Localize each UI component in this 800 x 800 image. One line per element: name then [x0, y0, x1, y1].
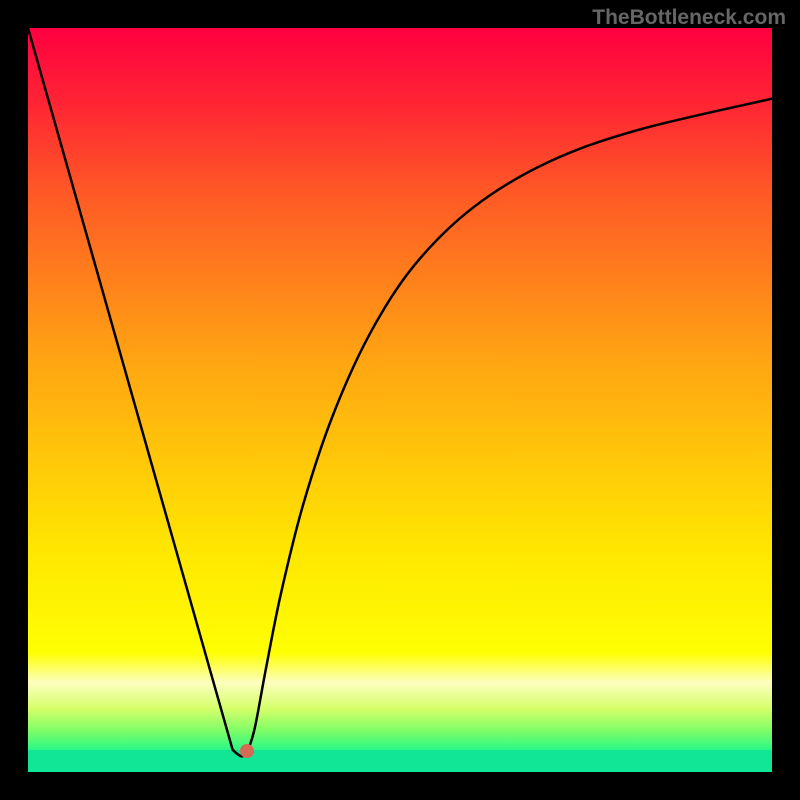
- curve-line: [28, 28, 772, 772]
- chart-frame: { "watermark": { "text": "TheBottleneck.…: [0, 0, 800, 800]
- min-marker-dot: [240, 744, 254, 758]
- watermark-text: TheBottleneck.com: [592, 6, 786, 30]
- plot-area: [28, 28, 772, 772]
